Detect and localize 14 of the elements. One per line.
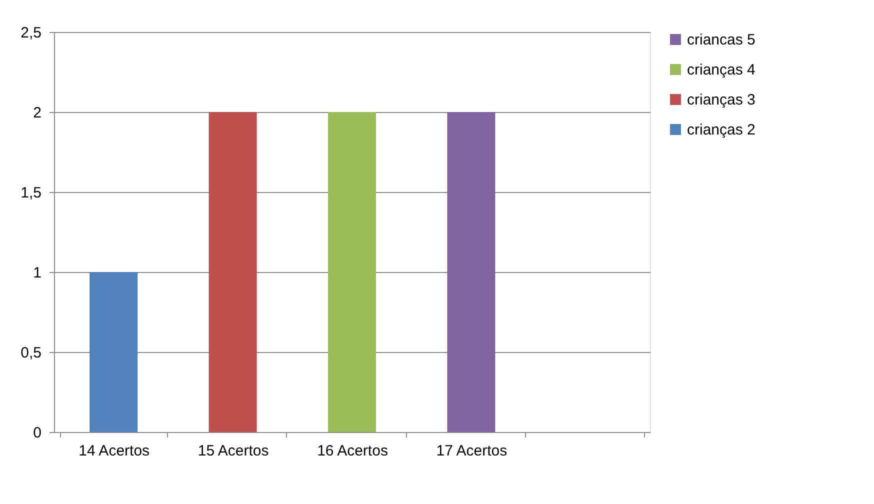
legend-label: crianças 4 bbox=[687, 62, 756, 78]
y-tick-label: 2 bbox=[33, 104, 42, 122]
y-tick-label: 2,5 bbox=[20, 24, 42, 42]
legend-label: crianças 3 bbox=[687, 92, 756, 108]
y-tick-label: 1,5 bbox=[20, 184, 42, 202]
y-tick-label: 0 bbox=[33, 424, 42, 442]
y-tick-label: 0,5 bbox=[20, 344, 42, 362]
x-tick-label: 16 Acertos bbox=[317, 442, 388, 460]
legend-label: criancas 5 bbox=[687, 32, 756, 48]
legend-label: crianças 2 bbox=[687, 122, 756, 138]
x-tick-label: 14 Acertos bbox=[78, 442, 150, 460]
y-tick-label: 1 bbox=[33, 264, 42, 282]
x-tick-label: 17 Acertos bbox=[436, 442, 508, 460]
x-tick-label: 15 Acertos bbox=[198, 442, 269, 460]
